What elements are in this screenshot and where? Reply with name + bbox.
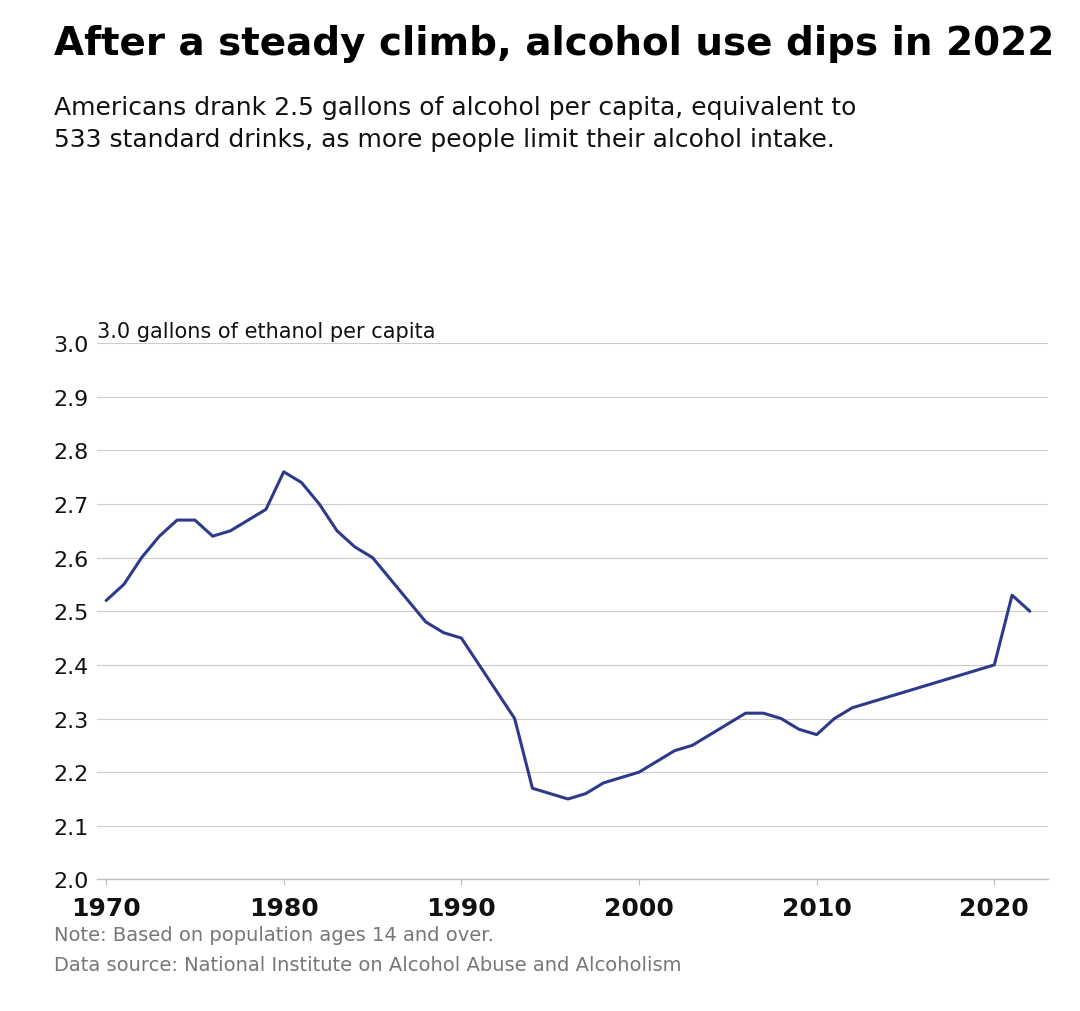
Text: 3.0 gallons of ethanol per capita: 3.0 gallons of ethanol per capita — [97, 321, 435, 342]
Text: After a steady climb, alcohol use dips in 2022: After a steady climb, alcohol use dips i… — [54, 25, 1054, 64]
Text: Note: Based on population ages 14 and over.: Note: Based on population ages 14 and ov… — [54, 925, 494, 944]
Text: Americans drank 2.5 gallons of alcohol per capita, equivalent to
533 standard dr: Americans drank 2.5 gallons of alcohol p… — [54, 96, 856, 152]
Text: Data source: National Institute on Alcohol Abuse and Alcoholism: Data source: National Institute on Alcoh… — [54, 955, 681, 975]
